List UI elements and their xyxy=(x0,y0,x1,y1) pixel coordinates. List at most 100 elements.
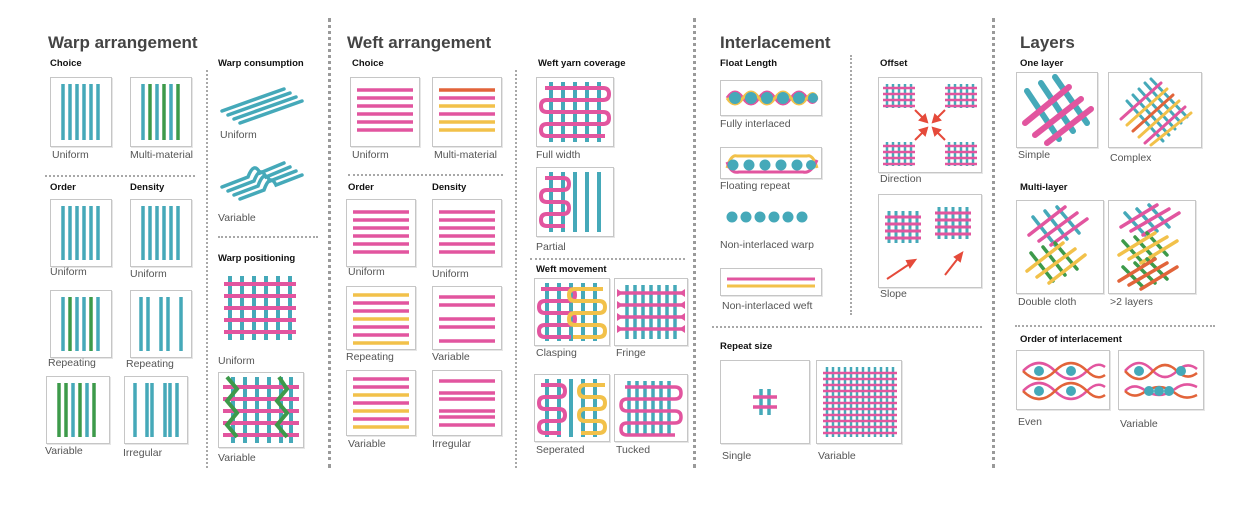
float-length-title: Float Length xyxy=(720,58,777,69)
float-floating-swatch xyxy=(720,147,822,179)
warp-order-repeating-swatch xyxy=(50,290,112,358)
weft-order-title: Order xyxy=(348,182,374,193)
warp-positioning-uniform-label: Uniform xyxy=(218,355,255,367)
section-divider xyxy=(992,18,995,468)
subsection-divider xyxy=(850,55,852,315)
weft-movement-fringe-swatch xyxy=(614,278,688,346)
one-layer-complex-label: Complex xyxy=(1110,152,1152,164)
offset-title: Offset xyxy=(880,58,908,69)
weft-density-irregular-swatch xyxy=(432,370,502,436)
warp-order-uniform-label: Uniform xyxy=(50,266,87,278)
multi-layer-title: Multi-layer xyxy=(1020,182,1068,193)
repeat-single-swatch xyxy=(720,360,810,444)
subsection-divider xyxy=(206,70,208,468)
warp-choice-uniform-label: Uniform xyxy=(52,149,89,161)
warp-order-title: Order xyxy=(50,182,76,193)
weft-coverage-full-swatch xyxy=(536,77,614,147)
weft-movement-clasping-label: Clasping xyxy=(536,347,577,359)
float-fully-label: Fully interlaced xyxy=(720,118,791,130)
subsection-divider xyxy=(348,174,503,176)
warp-consumption-variable-label: Variable xyxy=(218,212,256,224)
warp-density-uniform-swatch xyxy=(130,199,192,267)
warp-density-irregular-swatch xyxy=(124,376,188,444)
weft-movement-tucked-label: Tucked xyxy=(616,444,651,456)
subsection-divider xyxy=(530,258,685,260)
warp-arrangement-title: Warp arrangement xyxy=(48,33,198,52)
weft-density-variable-swatch xyxy=(432,286,502,350)
one-layer-simple-label: Simple xyxy=(1018,149,1051,161)
weft-movement-clasping-swatch xyxy=(534,278,610,346)
weft-density-uniform-swatch xyxy=(432,199,502,267)
weft-density-irregular-label: Irregular xyxy=(432,438,472,450)
warp-choice-multi-label: Multi-material xyxy=(130,149,194,161)
order-variable-label: Variable xyxy=(1120,418,1158,430)
float-ni-warp-swatch xyxy=(722,205,818,229)
repeat-size-title: Repeat size xyxy=(720,341,773,352)
warp-choice-uniform-swatch xyxy=(50,77,112,147)
multi-layer-more-label: >2 layers xyxy=(1110,296,1153,308)
layers-title: Layers xyxy=(1020,33,1075,52)
warp-positioning-variable-label: Variable xyxy=(218,452,256,464)
subsection-divider xyxy=(45,175,195,177)
weft-movement-seperated-label: Seperated xyxy=(536,444,585,456)
weft-density-variable-label: Variable xyxy=(432,351,470,363)
repeat-variable-swatch xyxy=(816,360,902,444)
warp-choice-multi-swatch xyxy=(130,77,192,147)
weft-coverage-full-label: Full width xyxy=(536,149,581,161)
weft-arrangement-title: Weft arrangement xyxy=(347,33,492,52)
weft-choice-multi-label: Multi-material xyxy=(434,149,498,161)
subsection-divider xyxy=(1015,325,1215,327)
float-fully-swatch xyxy=(720,80,822,116)
warp-density-repeating-swatch xyxy=(130,290,192,358)
warp-positioning-variable-swatch xyxy=(218,372,304,448)
warp-order-variable-swatch xyxy=(46,376,110,444)
multi-layer-more-swatch xyxy=(1108,200,1196,294)
order-even-swatch xyxy=(1016,350,1110,410)
one-layer-simple-swatch xyxy=(1016,72,1098,148)
offset-direction-swatch xyxy=(878,77,982,173)
section-divider xyxy=(693,18,696,468)
warp-order-repeating-label: Repeating xyxy=(48,357,96,369)
warp-positioning-title: Warp positioning xyxy=(218,253,296,264)
weft-coverage-title: Weft yarn coverage xyxy=(538,58,626,69)
weft-coverage-partial-label: Partial xyxy=(536,241,566,253)
weft-order-repeating-label: Repeating xyxy=(346,351,394,363)
warp-density-irregular-label: Irregular xyxy=(123,447,163,459)
float-ni-weft-label: Non-interlaced weft xyxy=(722,300,813,312)
subsection-divider xyxy=(515,70,517,468)
weft-order-repeating-swatch xyxy=(346,286,416,350)
weft-density-uniform-label: Uniform xyxy=(432,268,469,280)
warp-consumption-uniform-label: Uniform xyxy=(220,129,257,141)
float-floating-label: Floating repeat xyxy=(720,180,791,192)
offset-direction-label: Direction xyxy=(880,173,922,185)
warp-positioning-uniform-swatch xyxy=(222,272,298,344)
weft-choice-multi-swatch xyxy=(432,77,502,147)
weft-order-uniform-swatch xyxy=(346,199,416,267)
repeat-single-label: Single xyxy=(722,450,752,462)
warp-consumption-variable-swatch xyxy=(218,155,308,203)
warp-order-variable-label: Variable xyxy=(45,445,83,457)
order-of-interlacement-title: Order of interlacement xyxy=(1020,334,1122,345)
weft-order-variable-swatch xyxy=(346,370,416,436)
warp-order-uniform-swatch xyxy=(50,199,112,267)
offset-slope-swatch xyxy=(878,194,982,288)
float-ni-weft-swatch xyxy=(720,268,822,296)
weft-movement-fringe-label: Fringe xyxy=(616,347,646,359)
weft-movement-seperated-swatch xyxy=(534,374,610,442)
warp-density-title: Density xyxy=(130,182,165,193)
order-even-label: Even xyxy=(1018,416,1042,428)
weft-choice-uniform-label: Uniform xyxy=(352,149,389,161)
subsection-divider xyxy=(712,326,982,328)
weft-order-uniform-label: Uniform xyxy=(348,266,385,278)
multi-layer-double-swatch xyxy=(1016,200,1104,294)
weft-coverage-partial-swatch xyxy=(536,167,614,237)
offset-slope-label: Slope xyxy=(880,288,907,300)
repeat-variable-label: Variable xyxy=(818,450,856,462)
warp-consumption-uniform-swatch xyxy=(218,85,308,125)
interlacement-title: Interlacement xyxy=(720,33,831,52)
warp-density-uniform-label: Uniform xyxy=(130,268,167,280)
section-divider xyxy=(328,18,331,468)
float-ni-warp-label: Non-interlaced warp xyxy=(720,239,814,251)
warp-choice-title: Choice xyxy=(50,58,82,69)
multi-layer-double-label: Double cloth xyxy=(1018,296,1077,308)
